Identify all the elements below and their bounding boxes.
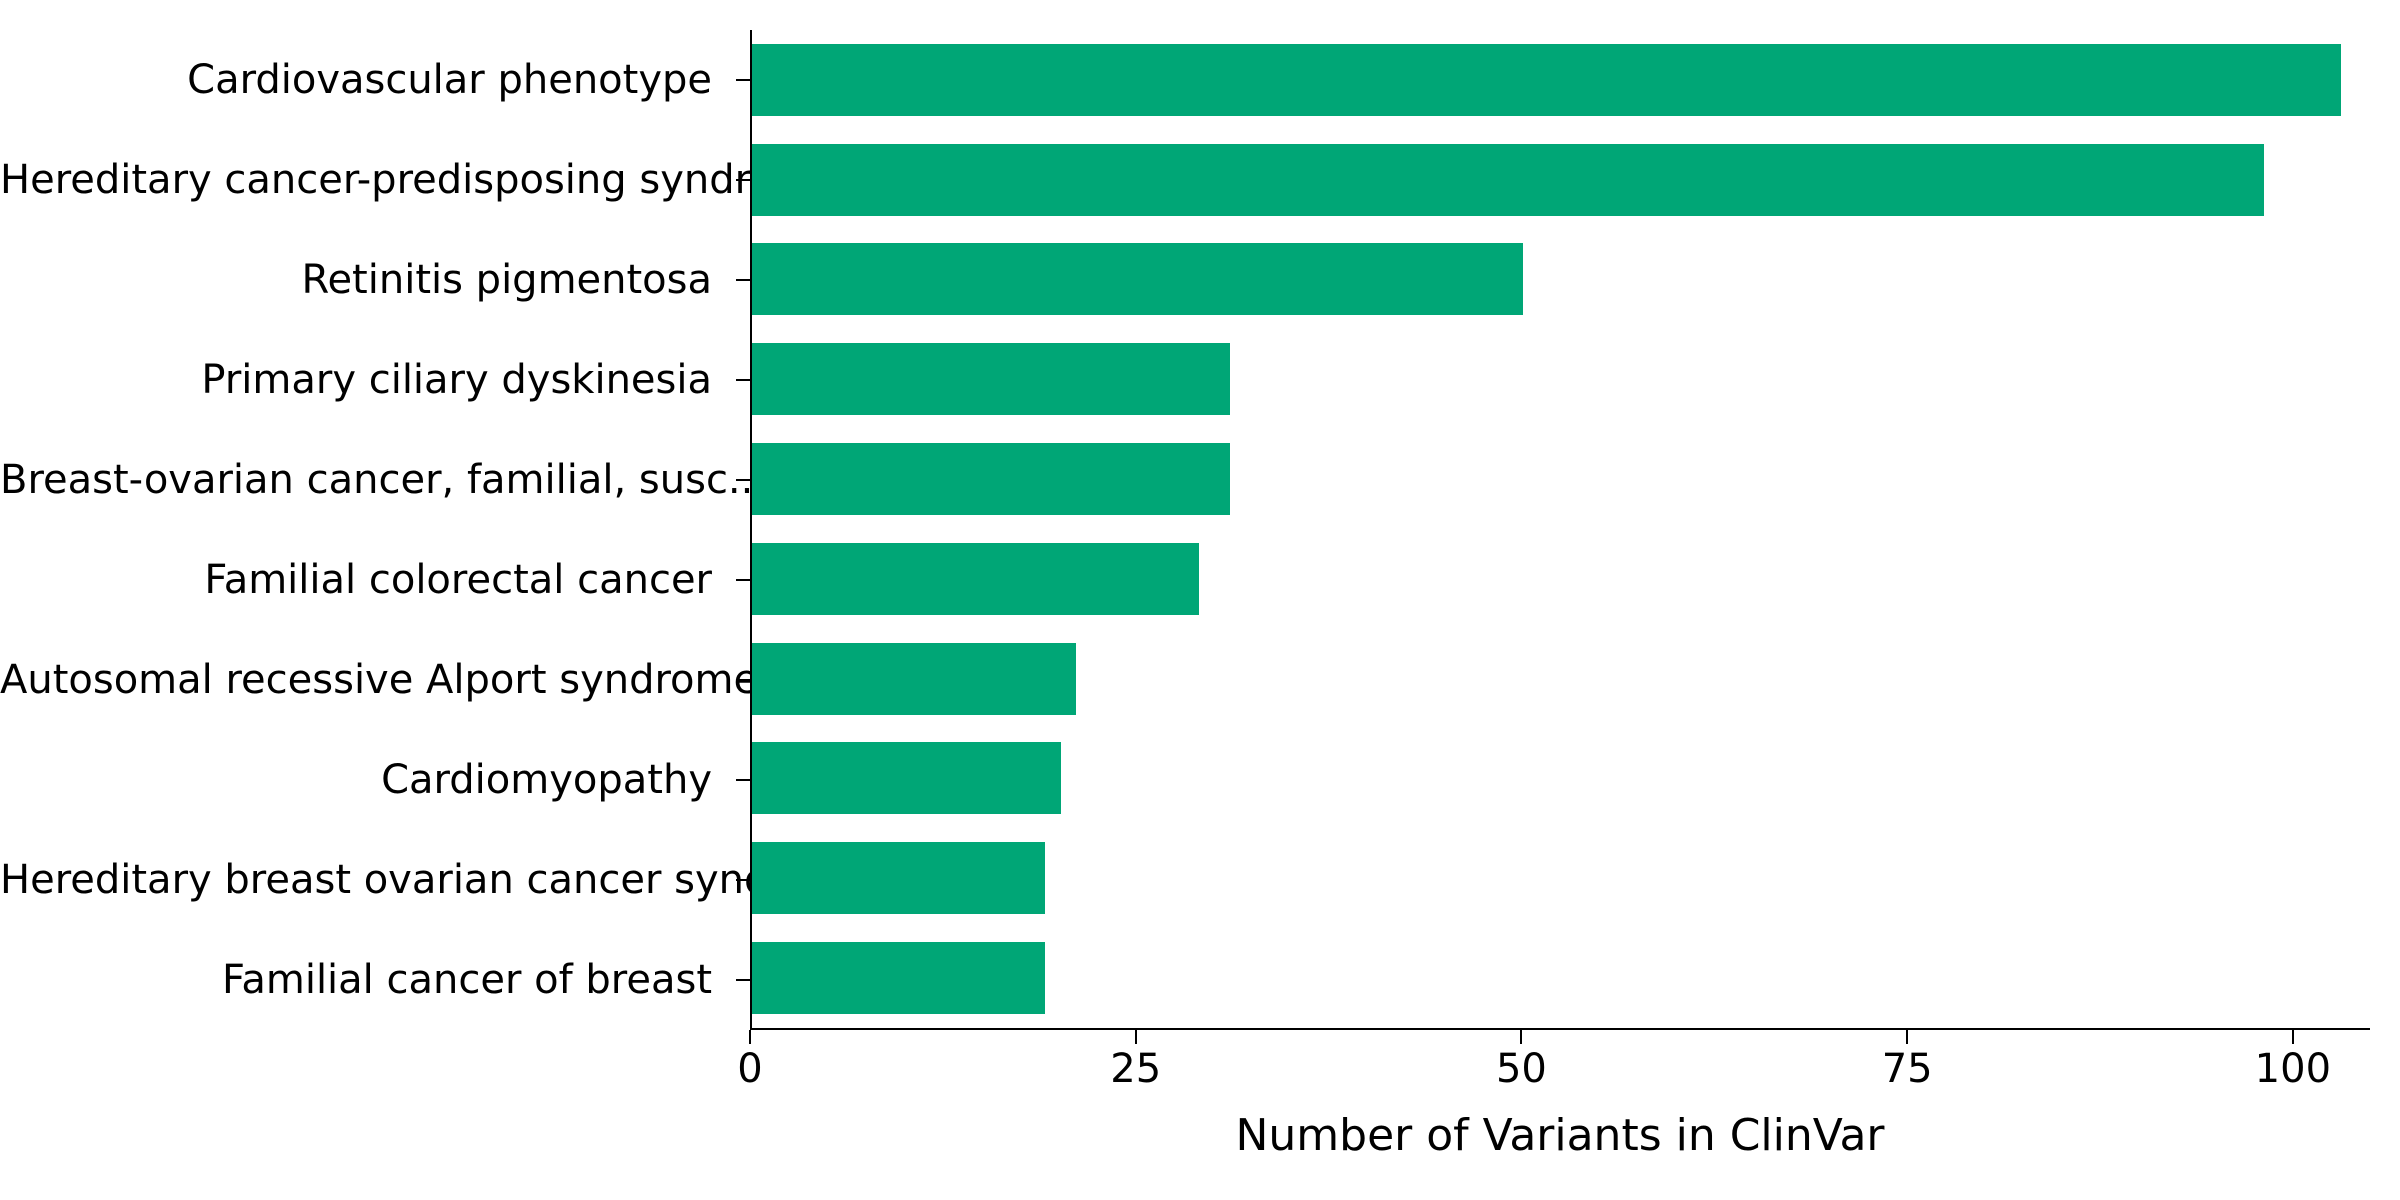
y-label: Breast-ovarian cancer, familial, susc... — [0, 457, 730, 503]
x-tick-mark — [1135, 1030, 1137, 1044]
x-tick: 25 — [1136, 1030, 1137, 1044]
bar — [752, 243, 1523, 315]
bar-row — [752, 543, 2370, 615]
x-tick-label: 25 — [1110, 1046, 1161, 1092]
y-tick-mark — [736, 279, 750, 281]
x-tick-mark — [749, 1030, 751, 1044]
y-axis-labels: Cardiovascular phenotype Hereditary cance… — [0, 0, 730, 1060]
x-tick-mark — [1520, 1030, 1522, 1044]
y-tick-mark — [736, 79, 750, 81]
y-tick-mark — [736, 979, 750, 981]
clinvar-variants-chart: Cardiovascular phenotype Hereditary cance… — [0, 0, 2400, 1200]
x-tick-mark — [1906, 1030, 1908, 1044]
y-label: Hereditary cancer-predisposing syndrome — [0, 157, 730, 203]
bar-row — [752, 343, 2370, 415]
x-axis-label: Number of Variants in ClinVar — [750, 1110, 2370, 1161]
x-tick: 75 — [1907, 1030, 1908, 1044]
x-tick: 0 — [750, 1030, 751, 1044]
y-tick-mark — [736, 179, 750, 181]
y-label: Cardiomyopathy — [0, 757, 730, 803]
bar-row — [752, 44, 2370, 116]
bar-row — [752, 643, 2370, 715]
y-tick-mark — [736, 779, 750, 781]
y-tick-mark — [736, 479, 750, 481]
y-tick-mark — [736, 879, 750, 881]
bar — [752, 343, 1230, 415]
bar-row — [752, 243, 2370, 315]
y-label: Cardiovascular phenotype — [0, 57, 730, 103]
x-tick-mark — [2292, 1030, 2294, 1044]
bars-container — [752, 30, 2370, 1028]
x-tick: 50 — [1521, 1030, 1522, 1044]
bar — [752, 543, 1199, 615]
bar — [752, 44, 2341, 116]
bar — [752, 643, 1076, 715]
x-tick: 100 — [2293, 1030, 2294, 1044]
y-tick-mark — [736, 579, 750, 581]
bar — [752, 842, 1045, 914]
y-axis-tick-marks — [736, 30, 750, 1030]
x-tick-label: 100 — [2255, 1046, 2331, 1092]
y-label: Familial colorectal cancer — [0, 557, 730, 603]
bar-row — [752, 942, 2370, 1014]
y-label: Familial cancer of breast — [0, 957, 730, 1003]
x-tick-label: 50 — [1496, 1046, 1547, 1092]
x-tick-label: 0 — [737, 1046, 762, 1092]
bar-row — [752, 443, 2370, 515]
bar-row — [752, 742, 2370, 814]
y-label: Primary ciliary dyskinesia — [0, 357, 730, 403]
x-tick-label: 75 — [1882, 1046, 1933, 1092]
y-tick-mark — [736, 679, 750, 681]
bar-row — [752, 842, 2370, 914]
bar-row — [752, 144, 2370, 216]
bar — [752, 443, 1230, 515]
y-label: Autosomal recessive Alport syndrome — [0, 657, 730, 703]
bar — [752, 942, 1045, 1014]
bar — [752, 742, 1061, 814]
y-label: Hereditary breast ovarian cancer synd... — [0, 857, 730, 903]
y-label: Retinitis pigmentosa — [0, 257, 730, 303]
y-tick-mark — [736, 379, 750, 381]
bar — [752, 144, 2264, 216]
plot-area — [750, 30, 2370, 1030]
x-axis-ticks: 0 25 50 75 100 — [750, 1030, 2370, 1090]
